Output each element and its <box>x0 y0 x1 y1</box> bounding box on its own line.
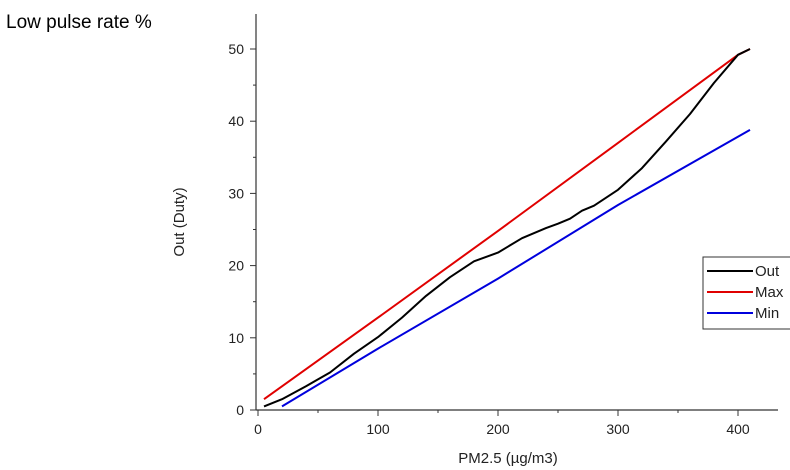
series-line-min <box>281 129 751 408</box>
legend: Out Max Min <box>702 256 790 330</box>
figure-caption: Low pulse rate % <box>6 12 152 33</box>
y-axis-label: Out (Duty) <box>171 187 188 256</box>
axes <box>255 14 778 411</box>
legend-label: Out <box>755 263 780 280</box>
plot-lines <box>263 48 751 408</box>
series-line-max <box>263 48 751 401</box>
y-tick-label: 0 <box>236 402 244 418</box>
y-tick-label: 10 <box>228 330 244 346</box>
x-tick-label: 300 <box>606 421 630 437</box>
series-line-out <box>263 48 751 408</box>
legend-label: Max <box>755 284 784 301</box>
x-tick-label: 400 <box>726 421 750 437</box>
x-tick-label: 100 <box>366 421 390 437</box>
x-tick-label: 0 <box>254 421 262 437</box>
y-tick-label: 30 <box>228 185 244 201</box>
axis-ticks: 0 10 20 30 40 50 0 100 200 300 400 <box>228 41 749 437</box>
legend-label: Min <box>755 305 779 322</box>
y-tick-label: 40 <box>228 113 244 129</box>
x-axis-label: PM2.5 (µg/m3) <box>458 450 558 467</box>
y-tick-label: 50 <box>228 41 244 57</box>
x-tick-label: 200 <box>486 421 510 437</box>
y-tick-label: 20 <box>228 258 244 274</box>
